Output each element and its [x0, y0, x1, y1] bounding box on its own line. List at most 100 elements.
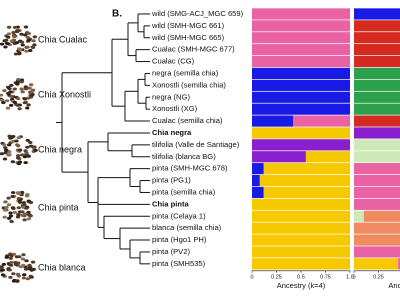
tip-label: Cualac (CG) [152, 57, 195, 66]
bar-segment [305, 151, 350, 163]
bar-segment [252, 55, 350, 68]
seed [5, 106, 11, 110]
seed [17, 148, 23, 152]
seed [2, 215, 7, 219]
seed [8, 94, 14, 98]
seed [0, 98, 5, 102]
bar-segment [252, 163, 264, 175]
seed [10, 139, 16, 143]
bar-segment [354, 115, 400, 127]
seed [20, 90, 25, 94]
seed [28, 83, 34, 87]
seed [26, 210, 31, 214]
group-label: Chia negra [38, 144, 82, 154]
seed [19, 80, 24, 84]
seed [6, 153, 11, 157]
seed [3, 146, 8, 150]
seed [20, 257, 26, 261]
seed [15, 272, 21, 276]
bar-segment [354, 91, 400, 103]
seed [20, 205, 26, 209]
bar-segment [252, 198, 350, 210]
tip-label: pinta (PG1) [152, 176, 191, 185]
seed [15, 215, 21, 219]
seed [2, 208, 8, 212]
seed [8, 256, 14, 260]
seed [13, 262, 19, 266]
bar-segment [252, 79, 350, 91]
x-tick-label: 0 [250, 274, 253, 280]
seed [4, 255, 9, 259]
bar-segment [354, 79, 400, 91]
tip-label: tilifolia (blanca BG) [152, 152, 216, 161]
seed [24, 267, 30, 271]
seed [23, 149, 28, 153]
seed [17, 52, 22, 56]
seed [0, 268, 5, 272]
bar-segment [354, 55, 400, 68]
bar-segment [293, 115, 350, 127]
bar-segment [398, 258, 400, 270]
seed [9, 83, 14, 87]
seed [15, 97, 21, 101]
seed [14, 139, 19, 143]
seed [22, 218, 27, 222]
seed [11, 272, 16, 276]
seed [30, 260, 36, 264]
seed [6, 196, 11, 200]
tip-label: pinta (SMH-MGC 678) [152, 164, 228, 173]
x-axis-label: Ancestry [388, 281, 400, 290]
seed [20, 43, 25, 47]
seed [13, 52, 19, 56]
seed [2, 157, 8, 161]
bar-segment [354, 246, 400, 258]
seed [20, 210, 25, 214]
bar-segment [252, 115, 294, 127]
seed [12, 100, 18, 104]
bar-segment [252, 174, 260, 187]
seed [15, 154, 21, 158]
seed [8, 136, 13, 140]
seed [26, 154, 31, 158]
seed [15, 81, 20, 85]
bar-segment [354, 258, 399, 270]
bar-segment [252, 222, 350, 234]
bar-segment [252, 210, 350, 222]
seed [24, 49, 29, 53]
seed [14, 41, 20, 45]
seed [22, 101, 28, 105]
seed [14, 255, 20, 259]
group-label: Chia pinta [38, 202, 79, 212]
tip-label: negra (semilla chia) [152, 68, 219, 77]
seed [26, 38, 31, 42]
tip-label: wild (SMH-MGC 665) [151, 33, 225, 42]
seed [23, 33, 28, 37]
seed [16, 47, 22, 51]
seed [25, 145, 30, 149]
seed [12, 87, 17, 91]
seed [26, 103, 31, 107]
bar-segment [252, 91, 350, 103]
seed [7, 268, 12, 272]
x-tick-label: 0.25 [373, 274, 384, 280]
bar-segment [252, 103, 350, 115]
dendrogram [56, 13, 150, 265]
seed [22, 97, 28, 101]
bar-segment [252, 127, 350, 139]
seed [4, 205, 9, 209]
bar-segment [354, 139, 400, 151]
seed [33, 148, 38, 152]
seed [11, 30, 16, 34]
seed [0, 265, 4, 269]
bar-segment [263, 186, 350, 199]
seed [6, 203, 12, 207]
seed [4, 99, 10, 103]
bar-segment [354, 174, 400, 187]
seed [19, 32, 24, 36]
tip-label: pinta (semilla chia) [152, 187, 216, 196]
seed [6, 216, 12, 220]
seed [1, 143, 7, 147]
seed [11, 206, 16, 210]
